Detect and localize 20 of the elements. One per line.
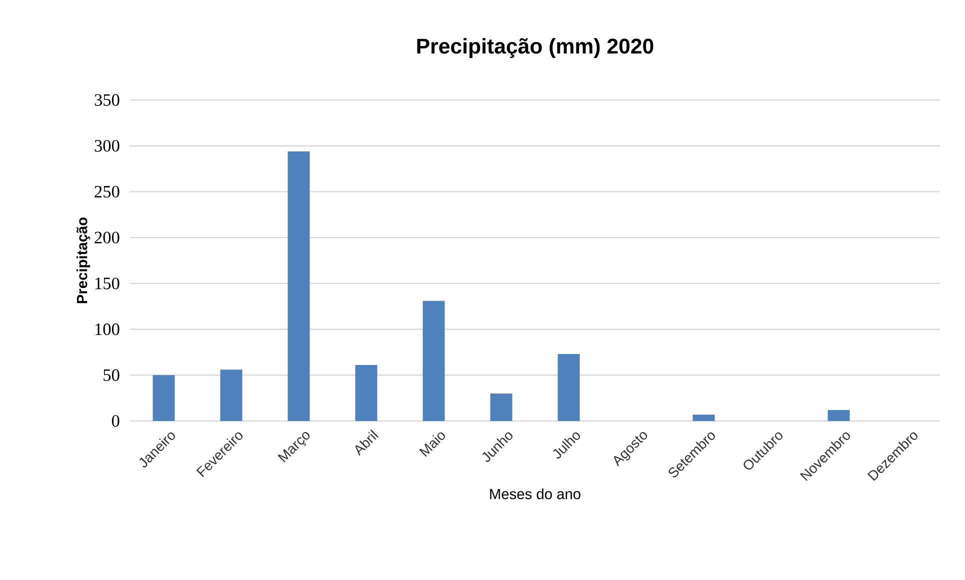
y-tick-label: 300 (94, 140, 120, 152)
y-axis-title: Precipitação (76, 217, 90, 304)
x-axis-title: Meses do ano (490, 488, 580, 500)
y-tick-label: 200 (94, 232, 120, 244)
bar (490, 393, 512, 421)
bar (422, 300, 445, 421)
bar (355, 365, 378, 421)
chart-title: Precipitação (mm) 2020 (417, 38, 654, 58)
y-tick-label: 350 (94, 94, 120, 106)
y-tick-label: 50 (104, 369, 120, 381)
bar (288, 151, 310, 421)
y-tick-label: 100 (95, 323, 120, 336)
bar (558, 354, 580, 421)
y-tick-label: 250 (94, 186, 120, 198)
y-tick-label: 150 (95, 278, 120, 290)
bar (152, 375, 175, 421)
y-tick-label: 0 (112, 415, 120, 427)
bar (692, 414, 715, 421)
bar (828, 410, 850, 421)
bar (220, 370, 242, 421)
